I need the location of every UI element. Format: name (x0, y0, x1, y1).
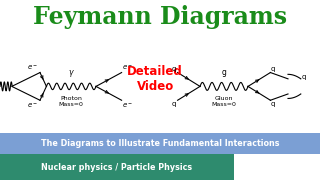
Text: q: q (172, 66, 176, 72)
Bar (0, 133, 320, 154)
Text: $\gamma$: $\gamma$ (68, 68, 75, 79)
Text: q: q (271, 66, 276, 72)
Text: q: q (172, 101, 176, 107)
Text: Nuclear physics / Particle Physics: Nuclear physics / Particle Physics (41, 163, 192, 172)
Text: q: q (301, 74, 306, 80)
Text: Feymann Diagrams: Feymann Diagrams (33, 5, 287, 29)
Text: Detailed
Video: Detailed Video (127, 65, 183, 93)
Bar (0, 154, 234, 180)
Text: g: g (221, 68, 227, 77)
Text: Photon
Mass=0: Photon Mass=0 (59, 96, 84, 107)
Text: $e^-$: $e^-$ (27, 101, 38, 110)
Text: $e^-$: $e^-$ (27, 63, 38, 72)
Text: $e^-$: $e^-$ (122, 101, 133, 110)
Text: $e^-$: $e^-$ (122, 63, 133, 72)
Text: q: q (271, 101, 276, 107)
Text: The Diagrams to Illustrate Fundamental Interactions: The Diagrams to Illustrate Fundamental I… (41, 139, 279, 148)
Text: Gluon
Mass=0: Gluon Mass=0 (212, 96, 236, 107)
